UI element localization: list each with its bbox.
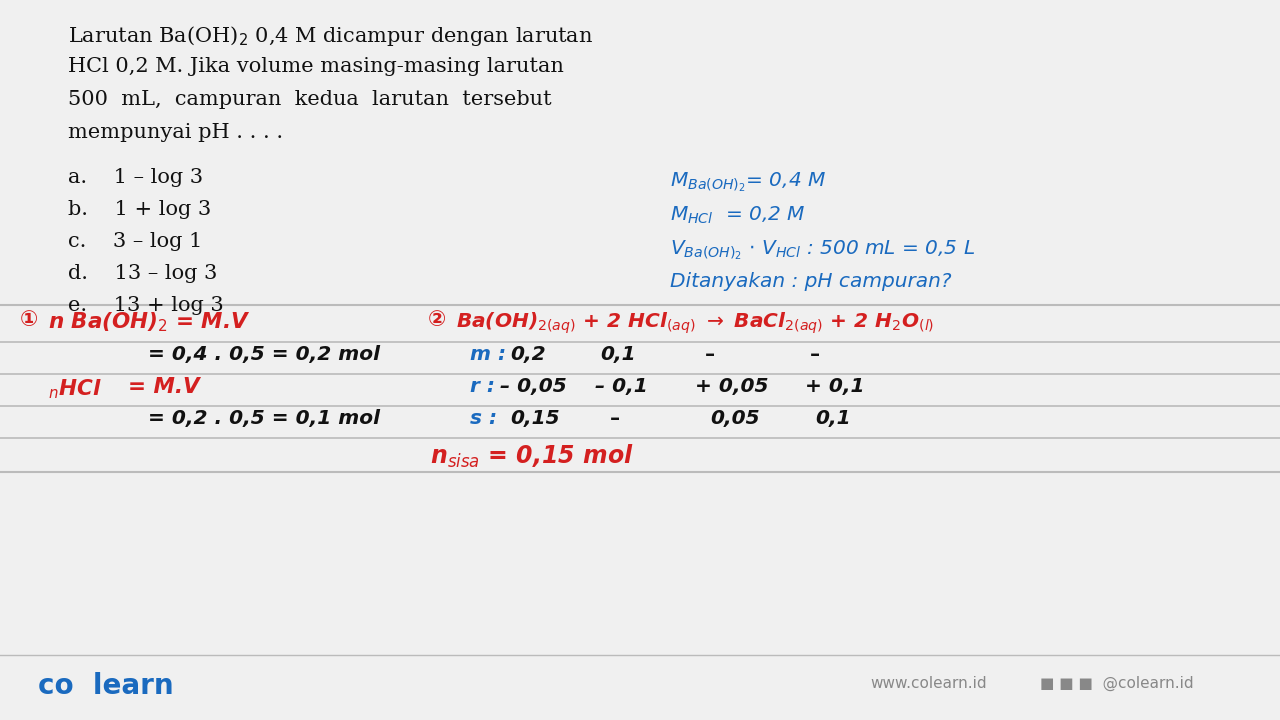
Text: c.    3 – log 1: c. 3 – log 1 — [68, 232, 202, 251]
Text: d.    13 – log 3: d. 13 – log 3 — [68, 264, 218, 283]
Text: – 0,1: – 0,1 — [595, 377, 648, 396]
Text: + 0,05: + 0,05 — [695, 377, 768, 396]
Text: HCl 0,2 M. Jika volume masing-masing larutan: HCl 0,2 M. Jika volume masing-masing lar… — [68, 57, 564, 76]
Text: 0,1: 0,1 — [815, 409, 851, 428]
Text: 0,1: 0,1 — [600, 345, 636, 364]
Text: –: – — [810, 345, 820, 364]
Text: www.colearn.id: www.colearn.id — [870, 676, 987, 691]
Text: a.    1 – log 3: a. 1 – log 3 — [68, 168, 204, 187]
Text: = 0,2 . 0,5 = 0,1 mol: = 0,2 . 0,5 = 0,1 mol — [148, 409, 380, 428]
Text: 500  mL,  campuran  kedua  larutan  tersebut: 500 mL, campuran kedua larutan tersebut — [68, 90, 552, 109]
Text: n Ba(OH)$_2$ = M.V: n Ba(OH)$_2$ = M.V — [49, 310, 251, 333]
Text: –: – — [705, 345, 716, 364]
Text: n$_{sisa}$ = 0,15 mol: n$_{sisa}$ = 0,15 mol — [430, 443, 634, 470]
Text: ①: ① — [20, 310, 38, 330]
Text: $M_{Ba(OH)_2}$= 0,4 M: $M_{Ba(OH)_2}$= 0,4 M — [669, 170, 826, 194]
Text: + 0,1: + 0,1 — [805, 377, 864, 396]
Text: ■ ■ ■  @colearn.id: ■ ■ ■ @colearn.id — [1039, 676, 1194, 691]
Text: = 0,4 . 0,5 = 0,2 mol: = 0,4 . 0,5 = 0,2 mol — [148, 345, 380, 364]
Text: – 0,05: – 0,05 — [500, 377, 567, 396]
Text: Ditanyakan : pH campuran?: Ditanyakan : pH campuran? — [669, 272, 951, 291]
Text: ②: ② — [428, 310, 447, 330]
Text: e.    13 + log 3: e. 13 + log 3 — [68, 296, 224, 315]
Text: $M_{HCl}$  = 0,2 M: $M_{HCl}$ = 0,2 M — [669, 205, 805, 226]
Text: co  learn: co learn — [38, 672, 174, 700]
Text: b.    1 + log 3: b. 1 + log 3 — [68, 200, 211, 219]
Text: mempunyai pH . . . .: mempunyai pH . . . . — [68, 123, 283, 142]
Text: Larutan Ba(OH)$_2$ 0,4 M dicampur dengan larutan: Larutan Ba(OH)$_2$ 0,4 M dicampur dengan… — [68, 24, 594, 48]
Text: 0,15: 0,15 — [509, 409, 559, 428]
Text: 0,05: 0,05 — [710, 409, 759, 428]
Text: = M.V: = M.V — [128, 377, 200, 397]
Text: $V_{Ba(OH)_2}$ $\cdot$ $V_{HCl}$ : 500 mL = 0,5 L: $V_{Ba(OH)_2}$ $\cdot$ $V_{HCl}$ : 500 m… — [669, 238, 975, 261]
Text: s :: s : — [470, 409, 497, 428]
Text: r :: r : — [470, 377, 495, 396]
Text: m :: m : — [470, 345, 506, 364]
Text: $_n$HCl: $_n$HCl — [49, 377, 101, 400]
Text: 0,2: 0,2 — [509, 345, 545, 364]
Text: –: – — [611, 409, 620, 428]
Text: Ba(OH)$_{2(aq)}$ + 2 HCl$_{(aq)}$ $\rightarrow$ BaCl$_{2(aq)}$ + 2 H$_2$O$_{(l)}: Ba(OH)$_{2(aq)}$ + 2 HCl$_{(aq)}$ $\righ… — [456, 310, 934, 336]
